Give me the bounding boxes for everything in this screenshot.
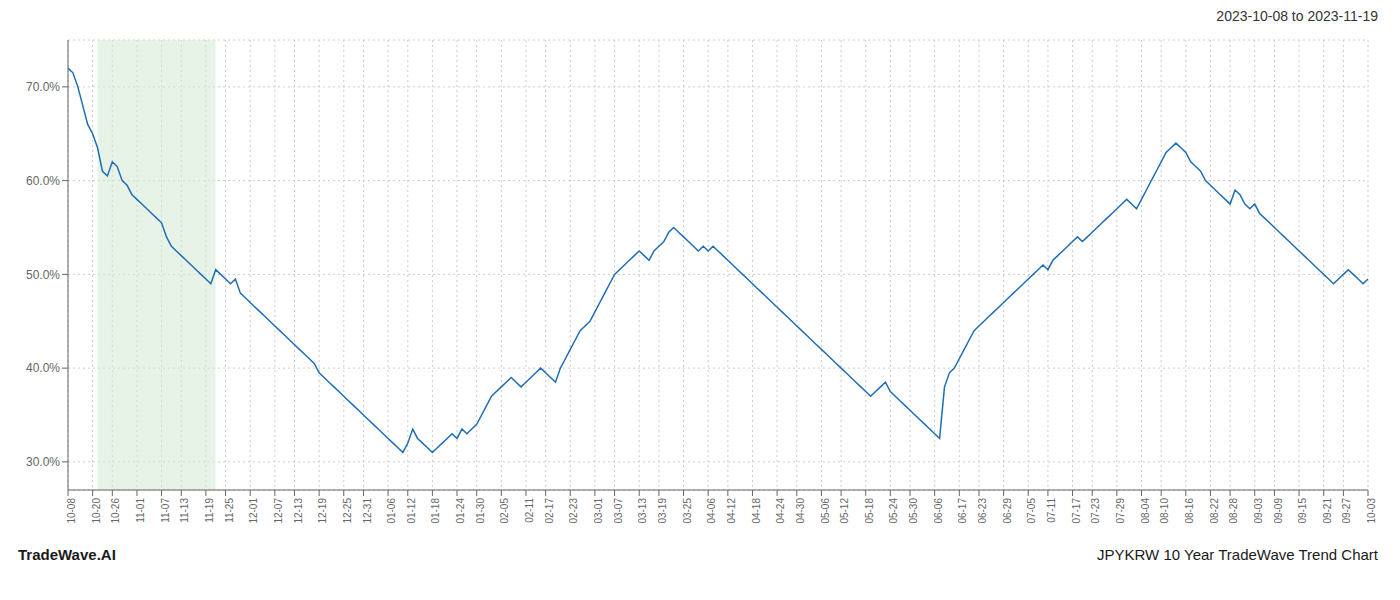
svg-text:01-06: 01-06 [386, 498, 397, 524]
svg-text:03-01: 03-01 [593, 498, 604, 524]
svg-text:12-25: 12-25 [342, 498, 353, 524]
svg-text:12-07: 12-07 [273, 498, 284, 524]
svg-text:70.0%: 70.0% [26, 80, 60, 94]
svg-text:08-04: 08-04 [1140, 498, 1151, 524]
svg-text:01-12: 01-12 [406, 498, 417, 524]
svg-text:02-17: 02-17 [544, 498, 555, 524]
html-text:JPYKRW 10 Year TradeWave Trend: JPYKRW 10 Year TradeWave Trend Chart [1097, 546, 1378, 563]
svg-text:09-27: 09-27 [1341, 498, 1352, 524]
svg-text:04-30: 04-30 [795, 498, 806, 524]
svg-text:10-20: 10-20 [91, 498, 102, 524]
svg-text:05-06: 05-06 [820, 498, 831, 524]
svg-text:60.0%: 60.0% [26, 174, 60, 188]
svg-text:09-09: 09-09 [1273, 498, 1284, 524]
svg-text:03-25: 03-25 [682, 498, 693, 524]
svg-text:11-13: 11-13 [179, 498, 190, 523]
svg-text:30.0%: 30.0% [26, 455, 60, 469]
svg-text:10-03: 10-03 [1366, 498, 1377, 524]
svg-text:08-10: 08-10 [1159, 498, 1170, 524]
svg-text:12-01: 12-01 [248, 498, 259, 524]
svg-text:12-13: 12-13 [293, 498, 304, 524]
svg-text:11-25: 11-25 [224, 498, 235, 523]
svg-text:03-07: 03-07 [613, 498, 624, 524]
svg-text:12-19: 12-19 [317, 498, 328, 524]
svg-text:05-30: 05-30 [908, 498, 919, 524]
svg-text:05-12: 05-12 [839, 498, 850, 524]
svg-text:01-24: 01-24 [455, 498, 466, 524]
svg-text:06-06: 06-06 [933, 498, 944, 524]
svg-text:06-29: 06-29 [1002, 498, 1013, 524]
svg-text:05-24: 05-24 [888, 498, 899, 524]
svg-text:06-17: 06-17 [957, 498, 968, 524]
svg-text:02-23: 02-23 [568, 498, 579, 524]
svg-text:07-23: 07-23 [1090, 498, 1101, 524]
svg-text:04-24: 04-24 [775, 498, 786, 524]
svg-text:09-03: 09-03 [1253, 498, 1264, 524]
svg-text:07-29: 07-29 [1115, 498, 1126, 524]
svg-text:01-30: 01-30 [475, 498, 486, 524]
svg-text:04-06: 04-06 [706, 498, 717, 524]
svg-text:11-01: 11-01 [135, 498, 146, 523]
svg-text:06-23: 06-23 [977, 498, 988, 524]
svg-text:09-15: 09-15 [1297, 498, 1308, 524]
svg-text:07-17: 07-17 [1071, 498, 1082, 524]
svg-text:08-22: 08-22 [1209, 498, 1220, 524]
svg-text:02-05: 02-05 [499, 498, 510, 524]
svg-text:01-18: 01-18 [430, 498, 441, 524]
svg-text:09-21: 09-21 [1322, 498, 1333, 524]
svg-text:07-11: 07-11 [1046, 498, 1057, 523]
svg-text:10-08: 10-08 [66, 498, 77, 524]
svg-text:40.0%: 40.0% [26, 361, 60, 375]
svg-text:50.0%: 50.0% [26, 268, 60, 282]
svg-text:11-19: 11-19 [204, 498, 215, 523]
html-text:TradeWave.AI: TradeWave.AI [18, 546, 116, 563]
html-text:2023-10-08 to 2023-11-19: 2023-10-08 to 2023-11-19 [1216, 8, 1378, 24]
svg-text:03-13: 03-13 [637, 498, 648, 524]
svg-text:04-12: 04-12 [726, 498, 737, 524]
svg-text:07-05: 07-05 [1026, 498, 1037, 524]
svg-text:05-18: 05-18 [864, 498, 875, 524]
svg-text:03-19: 03-19 [657, 498, 668, 524]
svg-text:02-11: 02-11 [524, 498, 535, 523]
svg-text:04-18: 04-18 [751, 498, 762, 524]
svg-text:12-31: 12-31 [362, 498, 373, 524]
svg-text:10-26: 10-26 [110, 498, 121, 524]
svg-text:08-28: 08-28 [1228, 498, 1239, 524]
svg-text:08-16: 08-16 [1184, 498, 1195, 524]
svg-text:11-07: 11-07 [160, 498, 171, 523]
